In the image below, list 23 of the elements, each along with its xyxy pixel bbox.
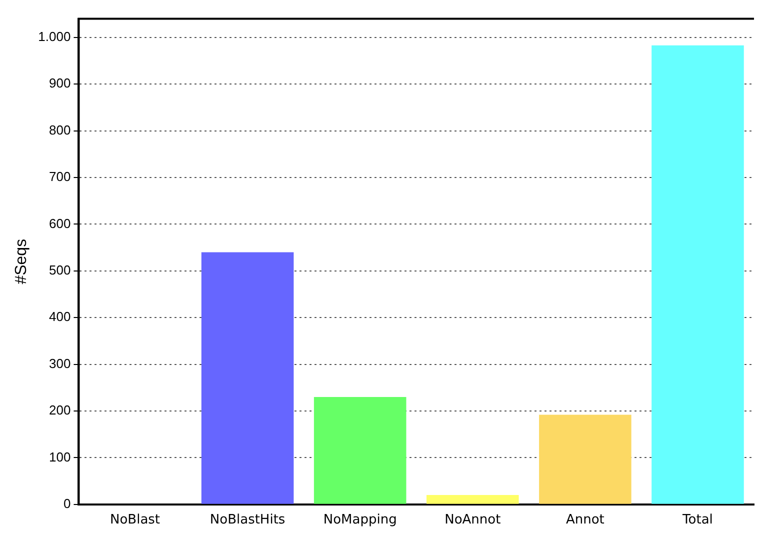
y-tick-label: 900: [49, 76, 71, 91]
y-tick-label: 500: [49, 262, 71, 278]
y-tick-label: 100: [49, 449, 71, 464]
x-tick-label: NoBlastHits: [210, 512, 286, 528]
y-tick-label: 1.000: [38, 29, 71, 44]
y-tick-label: 800: [49, 122, 71, 138]
x-tick-label: NoAnnot: [444, 512, 501, 528]
y-tick-label: 0: [63, 496, 71, 511]
y-tick-label: 600: [49, 216, 71, 231]
bar: [539, 414, 632, 504]
x-tick-label: Total: [682, 512, 713, 528]
x-tick-label: Annot: [566, 512, 604, 528]
y-tick-label: 400: [49, 309, 71, 324]
x-tick-label: NoMapping: [323, 512, 397, 528]
y-tick-label: 700: [49, 169, 71, 184]
y-axis-title: #Seqs: [13, 238, 30, 284]
bar: [426, 495, 519, 504]
y-tick-label: 200: [49, 402, 71, 418]
bar: [652, 45, 744, 504]
x-tick-label: NoBlast: [110, 512, 160, 528]
bar: [314, 397, 406, 504]
bar: [201, 252, 294, 504]
y-tick-label: 300: [49, 356, 71, 371]
